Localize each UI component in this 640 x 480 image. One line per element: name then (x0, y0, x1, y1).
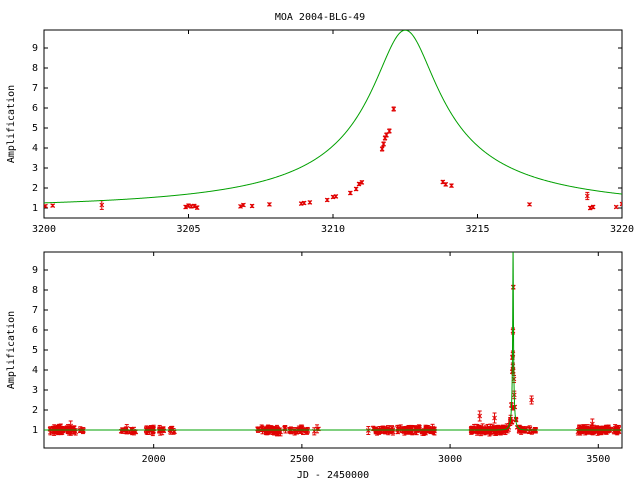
x-tick-label: 3215 (465, 224, 489, 235)
data-point (71, 425, 77, 431)
panel-zoom: 1 2 3 4 5 6 7 8 9 3200 3205 3210 3215 3220 Amplificati… (6, 29, 634, 235)
y-tick-label: 2 (32, 183, 38, 194)
plot-area (44, 30, 622, 211)
y-tick-label: 1 (32, 425, 38, 436)
data-point (353, 186, 359, 192)
data-point (301, 200, 307, 206)
y-tick-label: 7 (32, 305, 38, 316)
y-tick-label: 3 (32, 385, 38, 396)
y-tick-label: 5 (32, 123, 38, 134)
data-point (272, 427, 277, 432)
data-point (249, 203, 255, 209)
x-tick-label: 2000 (142, 454, 166, 465)
data-point (307, 200, 313, 205)
data-point (387, 128, 392, 134)
y-tick-label: 9 (32, 43, 38, 54)
data-point (359, 180, 365, 185)
data-point (365, 428, 371, 433)
data-point (477, 413, 483, 419)
data-point (578, 428, 583, 433)
data-point (416, 425, 422, 431)
x-tick-label: 2500 (290, 454, 314, 465)
data-point (50, 203, 56, 208)
panel-full: 1 2 3 4 5 6 7 8 9 2000 2500 3000 3500 Amplification JD… (6, 251, 623, 480)
y-tick-label: 2 (32, 405, 38, 416)
data-series (47, 284, 622, 437)
plot-frame (43, 29, 623, 219)
x-tick-label: 3220 (610, 224, 634, 235)
data-point (493, 429, 499, 435)
data-point (449, 183, 454, 188)
y-tick-label: 1 (32, 203, 38, 214)
data-point (267, 202, 272, 207)
data-point (283, 427, 288, 432)
data-point (324, 197, 330, 203)
plot-area (44, 252, 622, 437)
data-point (68, 423, 74, 429)
y-tick-label: 8 (32, 285, 38, 296)
data-point (527, 202, 532, 207)
plot-frame (43, 251, 623, 449)
data-point (379, 146, 385, 152)
y-tick-label: 8 (32, 63, 38, 74)
x-axis-label: JD - 2450000 (297, 470, 369, 480)
data-point (99, 202, 105, 208)
data-point (276, 429, 281, 435)
x-tick-label: 3500 (586, 454, 610, 465)
data-point (390, 429, 396, 435)
data-point (194, 205, 200, 210)
data-point (492, 415, 497, 421)
data-point (356, 181, 362, 187)
data-point (590, 421, 595, 427)
chart-title: MOA 2004-BLG-49 (275, 12, 365, 23)
data-point (529, 397, 534, 403)
y-tick-label: 3 (32, 163, 38, 174)
data-point (292, 429, 297, 435)
data-point (150, 429, 156, 435)
data-point (44, 203, 48, 209)
y-axis-label: Amplification (6, 311, 17, 389)
data-point (50, 427, 56, 432)
y-tick-label: 9 (32, 265, 38, 276)
data-point (384, 132, 389, 138)
data-point (613, 204, 619, 210)
data-point (298, 429, 303, 435)
x-tick-label: 3000 (438, 454, 462, 465)
y-tick-label: 6 (32, 325, 38, 336)
data-point (443, 182, 449, 187)
data-point (333, 194, 339, 199)
x-tick-label: 3210 (321, 224, 345, 235)
data-point (183, 204, 188, 210)
y-tick-label: 7 (32, 83, 38, 94)
y-tick-label: 6 (32, 103, 38, 114)
x-tick-label: 3200 (32, 224, 56, 235)
x-tick-label: 3205 (176, 224, 200, 235)
data-point (505, 427, 510, 432)
data-point (587, 205, 593, 211)
data-point (491, 428, 496, 433)
y-axis-label: Amplification (6, 85, 17, 163)
data-point (590, 204, 596, 210)
data-point (584, 193, 590, 199)
model-curve (44, 252, 622, 431)
y-tick-label: 4 (32, 143, 38, 154)
data-point (381, 141, 386, 147)
data-point (527, 426, 532, 432)
data-point (347, 190, 353, 196)
data-point (385, 427, 391, 432)
data-point (238, 204, 243, 209)
data-point (487, 429, 492, 435)
y-tick-label: 4 (32, 365, 38, 376)
y-tick-label: 5 (32, 345, 38, 356)
model-curve (44, 30, 622, 204)
data-series (44, 106, 622, 211)
data-point (391, 106, 397, 112)
data-point (588, 429, 593, 435)
data-point (191, 203, 197, 209)
data-point (619, 201, 622, 207)
data-point (241, 202, 246, 208)
